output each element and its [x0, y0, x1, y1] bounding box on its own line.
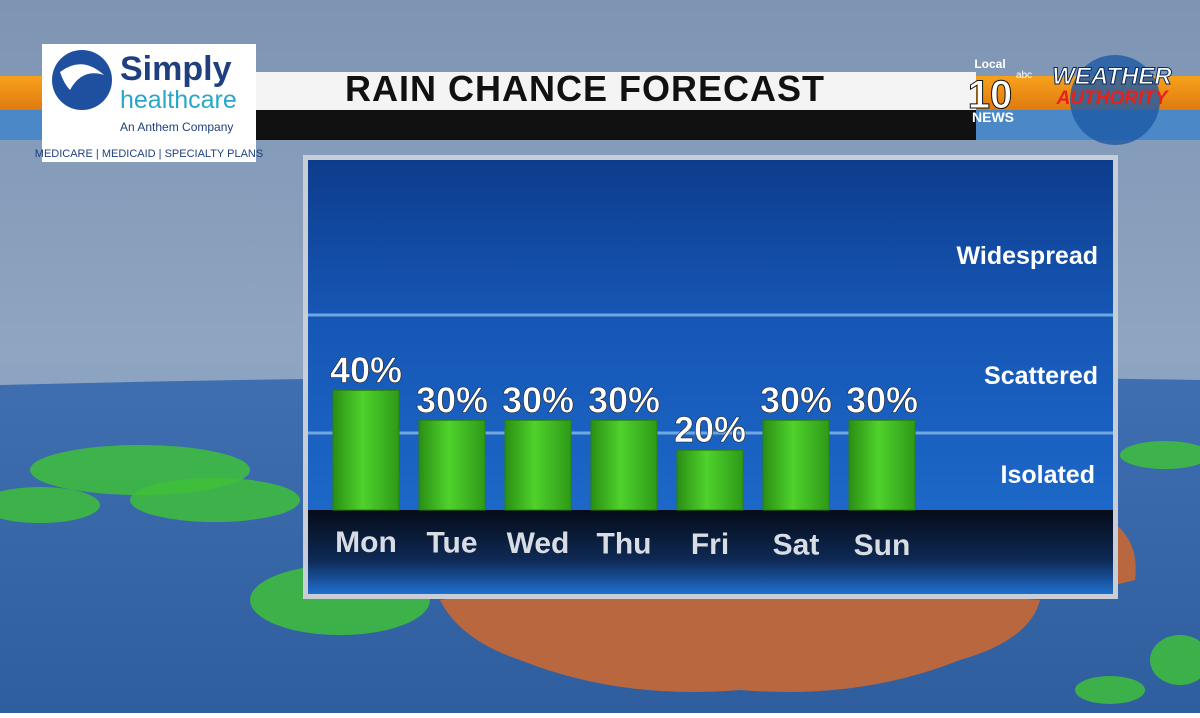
x-tick-label: Sat	[773, 529, 820, 562]
x-tick-label: Mon	[335, 526, 397, 559]
radar	[1150, 635, 1200, 685]
station-network: abc	[1016, 70, 1032, 81]
x-tick-label: Tue	[426, 527, 477, 560]
bar	[332, 389, 400, 511]
panel-floor	[308, 510, 1113, 594]
value-label: 30%	[846, 379, 918, 420]
value-label: 30%	[760, 379, 832, 420]
sponsor-icon	[60, 64, 104, 90]
station-brand: AUTHORITY	[1056, 88, 1170, 109]
station-emblem	[1070, 55, 1160, 145]
station-local: Local	[974, 57, 1005, 71]
bar	[504, 419, 572, 511]
radar	[1075, 676, 1145, 704]
sponsor-name: healthcare	[120, 86, 237, 114]
chart-title: RAIN CHANCE FORECAST	[345, 68, 825, 109]
bar	[590, 419, 658, 511]
value-label: 20%	[674, 409, 746, 450]
value-label: 30%	[588, 379, 660, 420]
value-label: 30%	[502, 379, 574, 420]
title-bar	[256, 72, 976, 110]
sponsor-plans: MEDICARE | MEDICAID | SPECIALTY PLANS	[35, 148, 263, 160]
value-label: 40%	[330, 349, 402, 390]
title-underbar	[256, 110, 976, 140]
station-news: NEWS	[972, 109, 1014, 125]
bar	[848, 419, 916, 511]
station-brand: WEATHER	[1052, 63, 1172, 90]
station-number: 10	[968, 73, 1013, 117]
radar	[0, 487, 100, 523]
value-label: 30%	[416, 379, 488, 420]
band-label: Scattered	[984, 362, 1098, 390]
band-label: Isolated	[1001, 461, 1095, 489]
x-tick-label: Wed	[507, 527, 570, 560]
radar	[130, 478, 300, 522]
land	[440, 585, 1040, 692]
x-tick-label: Sun	[854, 529, 911, 562]
bar	[418, 419, 486, 511]
x-tick-label: Fri	[691, 528, 729, 561]
bar	[676, 449, 744, 511]
bar	[762, 419, 830, 511]
sponsor-name: Simply	[120, 50, 232, 88]
band-label: Widespread	[957, 242, 1098, 270]
sponsor-icon	[52, 50, 112, 110]
sponsor-tagline: An Anthem Company	[120, 120, 233, 134]
radar	[1120, 441, 1200, 469]
x-tick-label: Thu	[597, 528, 652, 561]
